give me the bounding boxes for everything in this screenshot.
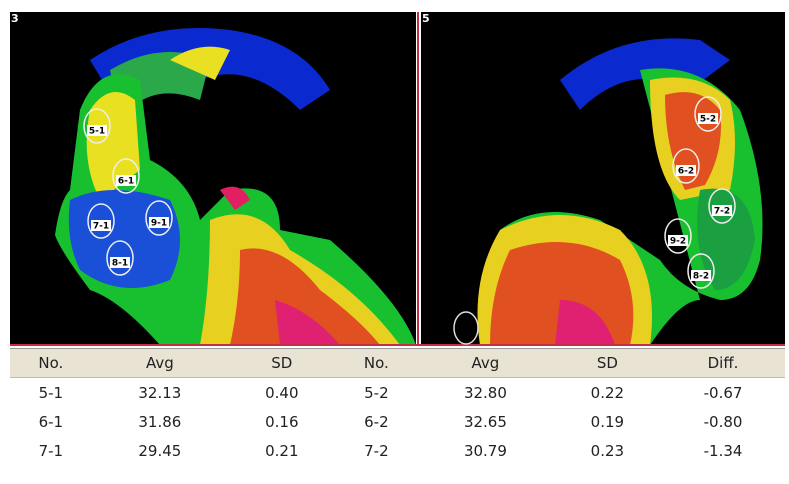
roi-label: 9-1 <box>151 219 167 229</box>
right-thermal-image <box>421 12 785 345</box>
roi-label-bg <box>712 205 732 216</box>
table-cell: 0.19 <box>590 412 625 431</box>
roi-circle <box>87 203 115 239</box>
table-cell: 0.22 <box>590 383 625 402</box>
roi-circle <box>687 253 715 289</box>
results-table: No. Avg SD No. Avg SD Diff. 5-1 32.13 0.40 5-2 32.… <box>10 348 785 465</box>
table-cell: 7-2 <box>364 441 389 460</box>
roi-circle <box>708 188 736 224</box>
thermal-images: 3 5-1 6-1 7-1 9-1 8-1 5 5-2 6-2 7-2 9-2 8-2 <box>10 12 785 346</box>
roi-label-bg <box>110 257 130 268</box>
roi-label-bg <box>149 217 169 228</box>
roi-circle <box>672 148 700 184</box>
table-cell: 31.86 <box>138 412 182 431</box>
left-thermal-image <box>10 12 416 345</box>
roi-label: 5-2 <box>700 115 716 125</box>
table-cell: 5-1 <box>38 383 64 402</box>
column-header: SD <box>553 348 662 378</box>
roi-label: 6-1 <box>118 177 134 187</box>
table-row: 7-1 29.45 0.21 7-2 30.79 0.23 -1.34 <box>10 436 785 465</box>
table-row: 6-1 31.86 0.16 6-2 32.65 0.19 -0.80 <box>10 407 785 436</box>
roi-label: 8-2 <box>693 272 709 282</box>
image-label: 3 <box>11 12 19 25</box>
column-header: Avg <box>91 348 229 378</box>
table-cell: 0.21 <box>265 441 299 460</box>
table-cell: 30.79 <box>463 441 507 460</box>
roi-label-bg <box>87 125 107 136</box>
roi-circle <box>112 158 140 194</box>
table-cell: 32.65 <box>463 412 507 431</box>
table-cell: 32.80 <box>463 383 507 402</box>
table-cell: 6-2 <box>364 412 389 431</box>
table-cell: 5-2 <box>364 383 389 402</box>
table-cell: 32.13 <box>138 383 182 402</box>
column-header: SD <box>228 348 336 378</box>
table-cell: 7-1 <box>38 441 64 460</box>
table-cell: 0.40 <box>265 383 299 402</box>
roi-circle <box>145 200 173 236</box>
roi-label: 9-2 <box>670 237 686 247</box>
table-cell: 0.23 <box>590 441 625 460</box>
image-label: 5 <box>422 12 430 25</box>
table-cell: -0.67 <box>703 383 743 402</box>
roi-label: 5-1 <box>89 127 105 137</box>
roi-circle <box>83 108 111 144</box>
table-row: 5-1 32.13 0.40 5-2 32.80 0.22 -0.67 <box>10 378 785 408</box>
roi-label-bg <box>698 113 718 124</box>
column-header: Avg <box>417 348 554 378</box>
column-header: Diff. <box>661 348 785 378</box>
roi-label-bg <box>691 270 711 281</box>
roi-label-bg <box>676 165 696 176</box>
roi-circle <box>694 96 722 132</box>
roi-circle <box>106 240 134 276</box>
roi-label: 8-1 <box>112 259 128 269</box>
header-row: No. Avg SD No. Avg SD Diff. <box>10 348 785 378</box>
column-header: No. <box>335 348 418 378</box>
column-header: No. <box>10 348 92 378</box>
table-cell: 29.45 <box>138 441 182 460</box>
roi-label: 7-2 <box>714 207 730 217</box>
roi-label: 6-2 <box>678 167 694 177</box>
roi-label: 7-1 <box>93 222 109 232</box>
roi-label-bg <box>668 235 688 246</box>
roi-label-bg <box>91 220 111 231</box>
roi-circle <box>664 218 692 254</box>
table-cell: 6-1 <box>38 412 64 431</box>
table-cell: -0.80 <box>703 412 743 431</box>
table-cell: -1.34 <box>703 441 743 460</box>
table-cell: 0.16 <box>265 412 299 431</box>
roi-label-bg <box>116 175 136 186</box>
